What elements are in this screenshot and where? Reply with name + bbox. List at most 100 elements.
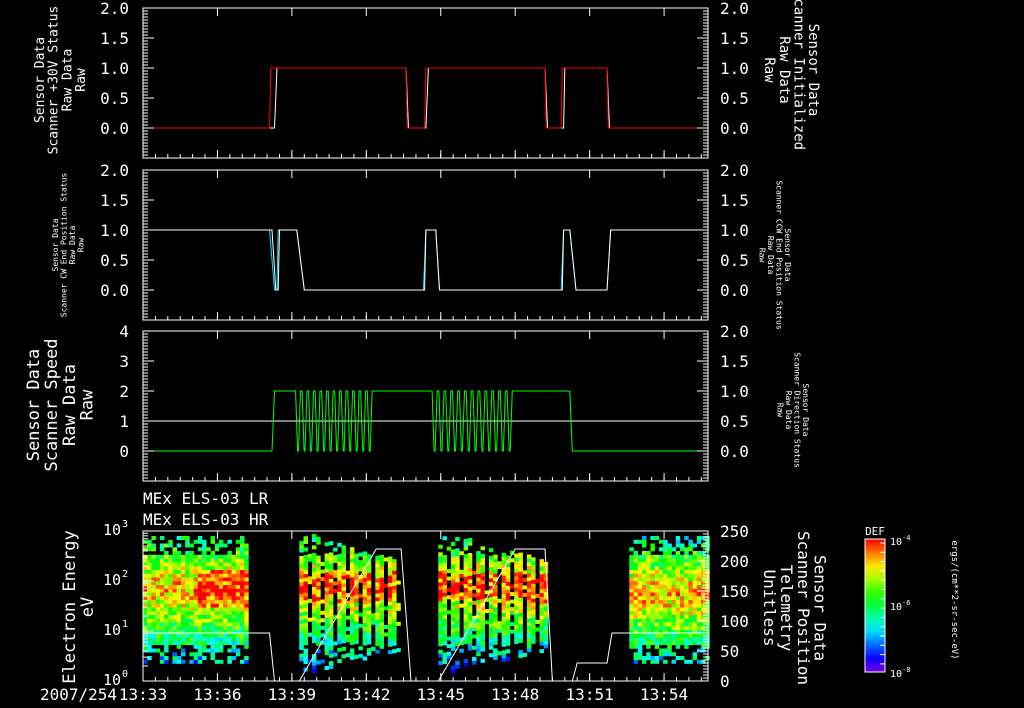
spectrogram-cell [526,629,532,634]
spectrogram-cell [168,626,173,630]
spectrogram-cell [671,611,676,615]
spectrogram-cell [480,553,485,558]
spectrogram-cell [692,543,698,548]
spectrogram-cell [202,644,207,649]
spectrogram-cell [202,618,207,623]
spectrogram-cell [692,618,698,623]
spectrogram-cell [240,603,245,608]
spectrogram-cell [646,562,651,567]
spectrogram-cell [312,661,317,666]
spectrogram-cell [189,592,194,597]
spectrogram-cell [333,581,338,586]
spectrogram-cell [675,603,681,608]
spectrogram-cell [206,577,211,582]
spectrogram-cell [312,624,317,629]
spectrogram-cell [438,619,443,624]
spectrogram-cell [193,569,199,574]
spectrogram-cell [185,622,190,627]
spectrogram-cell [328,653,334,658]
spectrogram-cell [349,640,355,645]
spectrogram-cell [543,595,549,600]
spectrogram-cell [231,562,237,567]
spectrogram-cell [633,607,639,612]
spectrogram-cell [629,599,634,604]
spectrogram-cell [193,539,199,544]
spectrogram-cell [147,637,152,642]
spectrogram-cell [484,620,490,625]
spectrogram-cell [231,592,237,597]
spectrogram-cell [543,576,549,581]
spectrogram-cell [383,606,389,611]
spectrogram-cell [646,588,651,593]
spectrogram-cell [227,581,232,585]
spectrogram-cell [463,554,469,558]
spectrogram-cell [480,658,485,663]
spectrogram-cell [193,659,199,664]
spectrogram-cell [646,641,651,645]
spectrogram-cell [387,631,393,636]
y-tick-label: 1.5 [720,191,749,210]
spectrogram-cell [206,596,211,600]
spectrogram-cell [455,563,460,568]
spectrogram-cell [223,626,228,630]
spectrogram-cell [164,611,169,615]
spectrogram-cell [684,614,689,619]
spectrogram-cell [164,573,169,578]
spectrogram-cell [155,581,161,585]
spectrogram-cell [341,639,346,644]
spectrogram-cell [366,595,372,600]
spectrogram-cell [375,582,380,587]
spectrogram-cell [354,591,359,596]
spectrogram-cell [307,598,313,603]
right-axis-title-line: Raw [758,248,767,263]
spectrogram-cell [223,584,228,589]
spectrogram-cell [362,604,368,608]
spectrogram-cell [244,614,249,619]
spectrogram-cell [235,562,241,567]
spectrogram-cell [151,641,156,645]
spectrogram-cell [514,576,519,581]
spectrogram-cell [505,638,511,642]
spectrogram-cell [392,581,397,586]
spectrogram-cell [358,578,363,583]
spectrogram-cell [692,614,698,619]
spectrogram-cell [658,656,664,660]
spectrogram-cell [467,635,473,640]
spectrogram-cell [193,656,199,660]
spectrogram-cell [642,566,647,570]
spectrogram-cell [663,596,668,600]
spectrogram-cell [438,582,443,587]
spectrogram-cell [147,599,152,604]
spectrogram-cell [210,603,215,608]
spectrogram-cell [299,619,304,624]
spectrogram-cell [206,626,211,630]
spectrogram-cell [663,558,668,563]
spectrogram-cell [646,592,651,597]
spectrogram-cell [680,637,685,642]
spectrogram-cell [667,558,672,563]
spectrogram-cell [696,581,702,585]
spectrogram-cell [375,649,380,654]
spectrogram-cell [214,629,220,634]
spectrogram-cell [629,569,634,574]
spectrogram-cell [675,569,681,574]
spectrogram-cell [189,554,194,559]
spectrogram-cell [438,571,443,575]
spectrogram-cell [510,610,515,615]
y-tick-label: 2.0 [100,161,129,180]
spectrogram-cell [176,644,182,649]
spectrogram-cell [671,573,676,578]
spectrogram-cell [667,596,672,600]
spectrogram-cell [476,581,481,586]
spectrogram-cell [155,629,161,634]
spectrogram-cell [505,619,511,624]
spectrogram-cell [488,593,494,598]
spectrogram-cell [675,644,681,649]
spectrogram-cell [505,623,511,627]
spectrogram-cell [227,573,232,578]
spectrogram-cell [185,641,190,645]
spectrogram-cell [227,554,232,559]
spectrogram-cell [176,611,182,615]
spectrogram-cell [206,547,211,552]
spectrogram-cell [366,610,372,615]
